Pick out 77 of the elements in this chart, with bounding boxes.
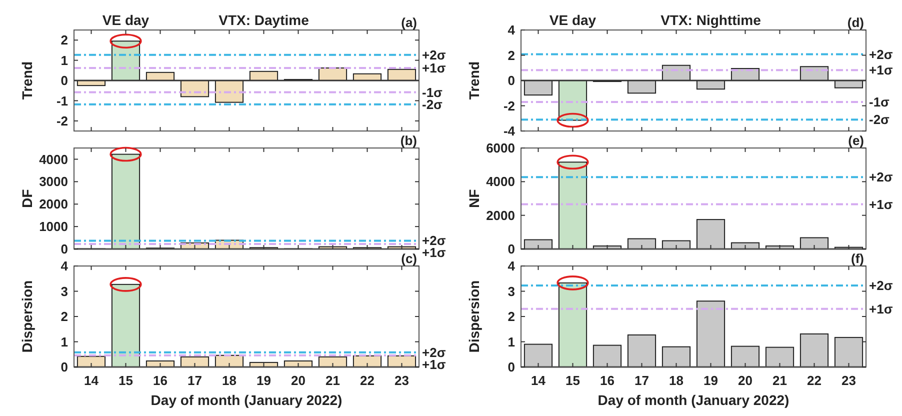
x-tick-label: 15: [118, 373, 133, 388]
ref-line-label: +1σ: [869, 196, 893, 212]
ref-line-label: -2σ: [869, 112, 890, 128]
y-tick-label: 1: [60, 52, 68, 68]
y-axis-title: Dispersion: [19, 280, 35, 353]
x-tick-label: 14: [84, 373, 100, 388]
y-tick-label: 0: [508, 242, 515, 257]
ref-line-label: +2σ: [422, 47, 446, 62]
x-tick-label: 23: [394, 373, 409, 388]
ref-line-label: +1σ: [422, 60, 446, 76]
chart-title: VTX: Daytime: [218, 12, 310, 28]
ref-line-label: +2σ: [869, 278, 893, 293]
x-tick-label: 21: [326, 373, 340, 388]
x-tick-label: 19: [704, 373, 718, 388]
y-tick-label: 0: [508, 73, 515, 88]
x-tick-label: 16: [600, 373, 614, 388]
y-tick-label: 3: [508, 284, 515, 299]
y-tick-label: -2: [503, 98, 515, 114]
x-tick-label: 22: [360, 373, 374, 388]
chart-title: VTX: Nighttime: [660, 12, 762, 28]
annotation: VE day: [102, 12, 150, 28]
y-tick-label: 2000: [39, 196, 68, 212]
x-tick-label: 22: [807, 373, 822, 388]
y-tick-label: -4: [503, 124, 516, 139]
y-tick-label: 3000: [39, 174, 68, 190]
x-tick-label: 17: [188, 373, 202, 388]
y-tick-label: 4000: [39, 152, 68, 167]
y-tick-label: 4: [60, 258, 69, 274]
y-axis-title: Dispersion: [466, 280, 482, 353]
x-tick-label: 15: [566, 373, 580, 388]
annotation: (e): [848, 133, 864, 148]
x-tick-label: 14: [531, 373, 546, 388]
ref-line-label: +2σ: [869, 46, 893, 62]
ref-line-label: +1σ: [869, 301, 893, 316]
x-tick-label: 18: [222, 373, 236, 388]
x-tick-label: 19: [256, 373, 271, 388]
x-axis-title: Day of month (January 2022): [598, 392, 790, 408]
x-tick-label: 21: [772, 373, 787, 388]
x-tick-label: 23: [842, 373, 856, 388]
annotation: (c): [401, 251, 417, 266]
x-tick-label: 17: [634, 373, 649, 388]
text: (a): [401, 15, 417, 30]
annotation: (f): [851, 251, 864, 266]
y-tick-label: 3: [60, 284, 68, 299]
annotation: (d): [847, 15, 864, 30]
ref-line-label: +2σ: [869, 170, 893, 185]
y-tick-label: 4: [508, 22, 516, 38]
y-tick-label: 0: [60, 360, 68, 375]
y-tick-label: 6000: [486, 140, 515, 156]
y-axis-title: NF: [466, 188, 482, 208]
y-tick-label: 0: [60, 242, 68, 257]
y-tick-label: 1000: [39, 219, 68, 234]
y-axis-title: DF: [19, 188, 35, 208]
annotation: (b): [400, 133, 417, 148]
y-tick-label: 1: [508, 334, 515, 350]
x-tick-label: 20: [738, 373, 752, 388]
ref-line-label: +1σ: [869, 62, 893, 78]
x-tick-label: 20: [291, 373, 306, 388]
annotation: VE day: [549, 12, 596, 28]
y-tick-label: 0: [508, 360, 515, 375]
y-tick-label: 4000: [486, 174, 515, 190]
y-tick-label: 2: [60, 32, 68, 48]
ref-line-label: -1σ: [869, 94, 890, 110]
x-tick-label: 16: [153, 373, 168, 388]
y-tick-label: 4: [508, 258, 516, 274]
y-tick-label: 1: [60, 334, 68, 350]
y-axis-title: Trend: [466, 61, 482, 100]
x-tick-label: 18: [669, 373, 684, 388]
y-tick-label: 0: [60, 73, 68, 88]
y-tick-label: -1: [56, 93, 68, 108]
y-tick-label: 2000: [486, 208, 515, 223]
x-axis-title: Day of month (January 2022): [150, 392, 342, 408]
y-axis-title: Trend: [19, 61, 35, 100]
y-tick-label: 2: [508, 309, 515, 324]
y-tick-label: -2: [56, 113, 68, 128]
y-tick-label: 2: [508, 48, 515, 63]
y-tick-label: 2: [60, 309, 68, 324]
